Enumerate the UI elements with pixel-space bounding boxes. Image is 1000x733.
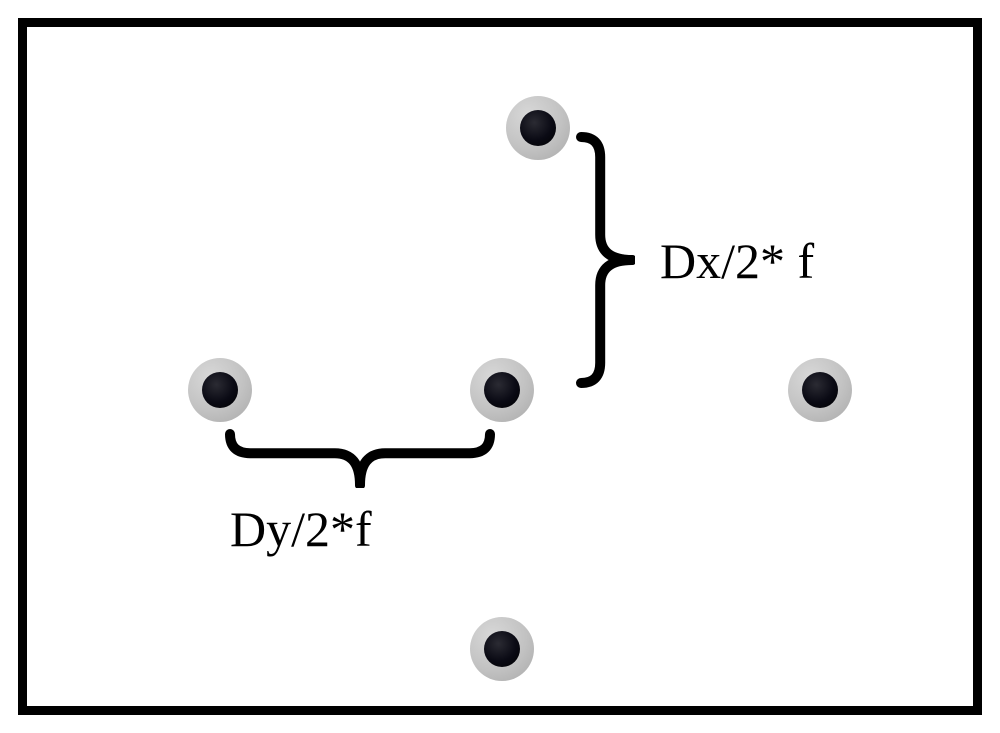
dot-top xyxy=(506,96,570,160)
label-vertical: Dx/2* f xyxy=(660,232,814,290)
brace-vertical xyxy=(575,132,635,388)
brace-horizontal xyxy=(225,428,495,488)
dot-bottom xyxy=(470,617,534,681)
dot-left xyxy=(188,358,252,422)
diagram-canvas: Dx/2* f Dy/2*f xyxy=(0,0,1000,733)
dot-right xyxy=(788,358,852,422)
dot-center xyxy=(470,358,534,422)
label-horizontal: Dy/2*f xyxy=(230,500,372,558)
